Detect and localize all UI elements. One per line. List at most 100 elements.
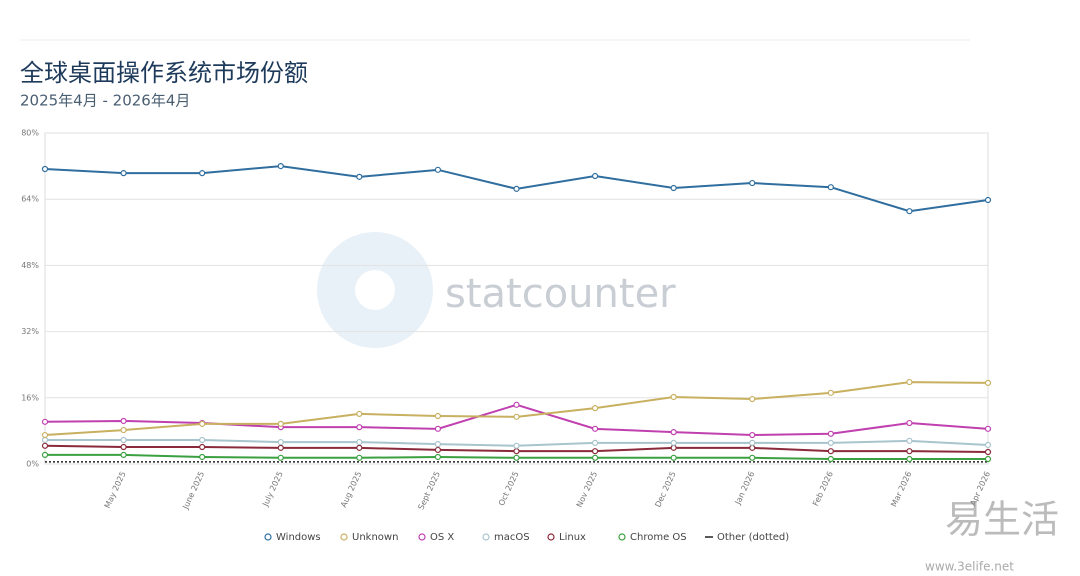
point <box>356 444 363 451</box>
chart-title: 全球桌面操作系统市场份额 <box>20 59 308 87</box>
point <box>513 401 520 408</box>
point <box>434 446 442 454</box>
x-tick-label: Oct 2025 <box>497 470 521 507</box>
point <box>906 455 913 463</box>
point <box>591 454 599 461</box>
point <box>670 454 677 461</box>
point <box>277 438 284 446</box>
point <box>199 436 206 444</box>
point <box>120 451 127 458</box>
legend-swatch <box>264 533 272 541</box>
y-tick-label: 64% <box>21 195 39 204</box>
legend-swatch <box>418 533 426 541</box>
point <box>984 379 992 387</box>
y-tick-label: 80% <box>21 129 39 138</box>
x-tick-label: Feb 2026 <box>811 470 835 507</box>
chart-subtitle: 2025年4月 - 2026年4月 <box>20 92 190 110</box>
point <box>199 453 206 461</box>
watermark: statcounter <box>445 271 676 317</box>
point <box>277 420 284 427</box>
point <box>120 436 127 444</box>
point <box>513 448 520 455</box>
point <box>513 185 520 192</box>
point <box>434 441 442 448</box>
x-tick-label: May 2025 <box>103 470 128 510</box>
point <box>749 444 756 451</box>
legend-swatch <box>547 533 555 541</box>
point <box>749 454 756 461</box>
legend-label: macOS <box>494 532 530 543</box>
site-mark: 易生活 <box>945 498 1059 542</box>
point <box>670 439 677 446</box>
point <box>984 441 992 449</box>
point <box>827 439 834 446</box>
point <box>356 410 363 418</box>
point <box>199 420 206 427</box>
point <box>41 451 49 458</box>
point <box>984 196 992 204</box>
y-tick-label: 16% <box>21 393 39 402</box>
point <box>670 429 677 436</box>
point <box>827 455 834 463</box>
point <box>827 430 834 437</box>
legend-label: Unknown <box>352 532 398 543</box>
legend-label: OS X <box>430 532 454 543</box>
point <box>41 436 49 444</box>
point <box>120 426 127 434</box>
y-tick-label: 0% <box>26 460 39 469</box>
point <box>827 389 834 396</box>
x-tick-label: Dec 2025 <box>653 470 677 509</box>
point <box>356 424 363 431</box>
point <box>749 395 756 403</box>
point <box>827 184 834 191</box>
point <box>906 419 913 427</box>
point <box>984 448 992 456</box>
legend-swatch <box>340 533 348 541</box>
legend-label: Linux <box>559 532 586 543</box>
x-tick-label: Nov 2025 <box>575 470 599 509</box>
series-line <box>44 381 989 437</box>
point <box>906 437 913 444</box>
legend-label: Other (dotted) <box>717 532 789 543</box>
point <box>120 443 127 451</box>
point <box>199 443 206 451</box>
point <box>749 431 756 439</box>
point <box>277 163 284 170</box>
point <box>356 438 363 446</box>
point <box>591 405 599 412</box>
legend-swatch <box>482 533 490 541</box>
legend-label: Chrome OS <box>630 532 687 543</box>
point <box>906 448 913 455</box>
point <box>356 173 363 180</box>
x-tick-label: July 2025 <box>260 470 284 509</box>
point <box>591 439 599 446</box>
series-line <box>44 403 989 437</box>
point <box>670 393 677 401</box>
point <box>434 166 442 173</box>
point <box>434 412 442 420</box>
x-tick-label: Mar 2026 <box>889 470 913 508</box>
point <box>513 454 520 461</box>
point <box>513 442 520 449</box>
point <box>41 165 49 173</box>
point <box>120 170 127 177</box>
legend-swatch <box>618 533 626 541</box>
point <box>906 378 913 386</box>
point <box>199 170 206 177</box>
point <box>434 453 442 461</box>
point <box>984 455 992 463</box>
point <box>356 454 363 461</box>
x-tick-label: Aug 2025 <box>339 470 363 509</box>
legend-label: Windows <box>276 532 321 543</box>
point <box>749 179 756 187</box>
point <box>984 425 992 432</box>
watermark-logo-hole <box>355 270 395 310</box>
point <box>591 448 599 455</box>
point <box>670 184 677 192</box>
point <box>513 413 520 420</box>
point <box>41 442 49 449</box>
point <box>277 444 284 451</box>
x-tick-label: Sept 2025 <box>416 470 442 511</box>
point <box>120 417 127 425</box>
